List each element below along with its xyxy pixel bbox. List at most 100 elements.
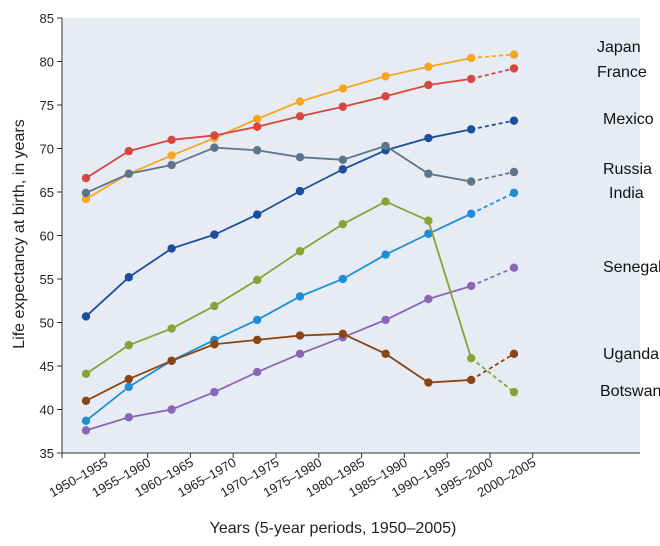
y-tick-label: 60 [40,229,54,244]
series-label-senegal: Senegal [603,259,660,276]
data-point [424,80,433,90]
data-point [338,219,347,229]
data-point [81,416,91,426]
data-point [424,169,433,178]
series-lines [81,50,519,435]
y-tick-label: 35 [40,446,54,461]
series-label-france: France [597,64,647,81]
data-point [81,396,91,405]
data-point [124,374,133,384]
series-mexico [81,116,519,321]
series-senegal [81,263,519,435]
data-point [509,188,519,198]
data-point [210,301,219,311]
series-line-france [85,78,472,179]
data-point [167,135,176,144]
series-label-japan: Japan [597,39,641,56]
data-point [295,331,305,340]
data-point [509,116,519,125]
data-point [253,275,262,285]
series-uganda [81,329,519,405]
data-point [467,209,476,218]
series-line-india [85,212,472,422]
y-tick-label: 65 [40,185,54,200]
series-line-botswana [85,200,473,375]
plot-area [62,18,640,453]
data-point [167,151,176,160]
series-line-senegal [85,285,472,432]
data-point [338,274,347,284]
data-point [424,294,433,304]
data-point [295,153,305,162]
series-label-uganda: Uganda [603,346,659,363]
series-label-botswana: Botswana [600,383,660,400]
y-tick-label: 50 [40,316,54,331]
data-point [167,160,176,170]
data-point [124,169,133,178]
data-point [467,375,476,385]
y-tick-label: 80 [40,55,54,70]
data-point [424,229,433,238]
series-line-japan [85,57,472,200]
data-point [381,197,390,206]
data-point [424,216,433,225]
data-point [81,426,91,435]
data-point [124,382,133,392]
data-point [424,133,433,143]
data-point [467,125,476,134]
data-point [295,292,305,301]
data-point [467,177,476,186]
data-point [509,50,519,59]
y-tick-label: 85 [40,11,54,26]
data-point [295,97,305,106]
data-point [81,312,91,321]
series-line-mexico [85,128,472,318]
series-projection-botswana [470,357,515,393]
data-point [381,349,390,359]
data-point [253,315,262,325]
y-tick-label: 40 [40,403,54,418]
data-point [381,72,390,81]
data-point [509,387,519,397]
data-point [210,143,219,152]
data-point [167,356,176,365]
y-axis: 35 40 45 50 55 60 65 70 75 80 85 [40,11,63,461]
data-point [253,367,262,377]
data-point [381,250,390,259]
y-tick-label: 75 [40,98,54,113]
series-label-mexico: Mexico [603,111,654,128]
data-point [338,165,347,174]
data-point [167,244,176,253]
data-point [210,131,219,140]
y-tick-label: 70 [40,142,54,157]
data-point [424,62,433,71]
data-point [81,173,91,183]
data-point [81,369,91,379]
data-point [509,263,519,272]
data-point [338,155,347,165]
series-botswana [81,197,519,397]
data-point [381,141,390,151]
data-point [253,122,262,131]
series-projection-mexico [471,119,515,131]
data-point [295,349,305,359]
data-point [424,378,433,387]
series-russia [81,141,519,198]
series-label-india: India [609,185,644,202]
data-point [210,387,219,397]
x-axis-title: Years (5-year periods, 1950–2005) [210,520,457,537]
series-projection-russia [471,171,515,183]
data-point [509,349,519,359]
series-labels: Japan France Mexico Russia India Senegal Ugand… [597,39,660,400]
data-point [295,112,305,121]
data-point [295,246,305,256]
data-point [81,194,91,204]
y-axis-title: Life expectancy at birth, in years [11,119,28,348]
data-point [381,315,390,325]
data-point [167,324,176,333]
data-point [124,340,133,350]
data-point [338,329,347,339]
series-france [81,64,519,183]
data-point [467,281,476,291]
